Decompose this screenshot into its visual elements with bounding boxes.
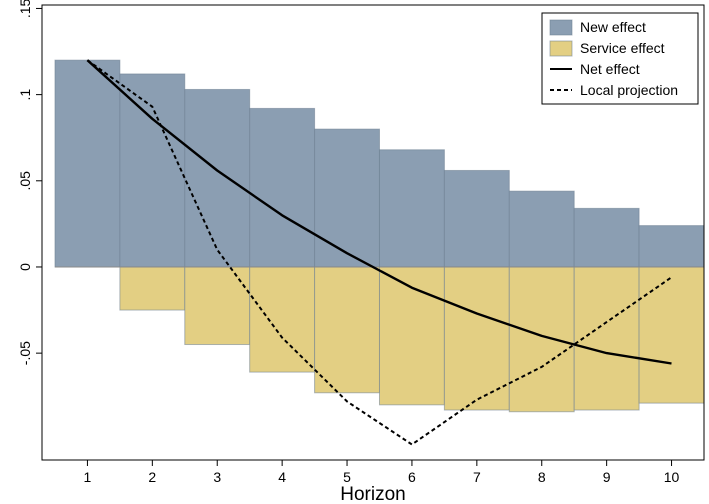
x-tick-label-4: 4 <box>278 469 286 485</box>
y-tick-label-1: .1 <box>17 89 33 101</box>
plot-frame <box>41 4 705 461</box>
x-tick-label-9: 9 <box>603 469 611 485</box>
x-tick-label-1: 1 <box>84 469 92 485</box>
legend-swatch-1 <box>549 40 573 57</box>
legend-label-2: Net effect <box>580 61 640 77</box>
y-tick-label-4: -.05 <box>17 341 33 365</box>
local-projection-line <box>86 59 673 446</box>
service-effect-bar-3 <box>184 266 251 346</box>
legend-swatch-0 <box>549 19 573 36</box>
y-tick-label-0: .15 <box>17 0 33 18</box>
service-effect-bar-6 <box>378 266 445 406</box>
y-tick-label-2: .05 <box>17 171 33 191</box>
service-effect-bar-7 <box>443 266 510 411</box>
legend-label-0: New effect <box>580 19 646 35</box>
x-axis-title: Horizon <box>340 484 405 504</box>
new-effect-bars <box>54 59 705 268</box>
new-effect-bar-2 <box>119 73 186 268</box>
legend: New effect Service effect Net effect Local … <box>541 12 699 105</box>
x-tick-label-5: 5 <box>343 469 351 485</box>
y-axis: .15 .1 .05 0 -.05 <box>17 0 42 365</box>
new-effect-bar-7 <box>443 169 510 268</box>
new-effect-bar-8 <box>508 190 575 268</box>
new-effect-bar-4 <box>249 107 316 268</box>
service-effect-bars <box>119 266 705 413</box>
service-effect-bar-9 <box>573 266 640 411</box>
legend-label-3: Local projection <box>580 82 678 98</box>
new-effect-bar-10 <box>638 225 705 268</box>
service-effect-bar-5 <box>314 266 380 394</box>
service-effect-bar-8 <box>508 266 575 413</box>
x-tick-label-7: 7 <box>473 469 481 485</box>
new-effect-bar-3 <box>184 88 251 268</box>
x-tick-label-8: 8 <box>538 469 546 485</box>
service-effect-bar-4 <box>249 266 316 373</box>
legend-label-1: Service effect <box>580 40 665 56</box>
x-tick-label-3: 3 <box>213 469 221 485</box>
x-tick-label-6: 6 <box>408 469 416 485</box>
new-effect-bar-9 <box>573 207 640 268</box>
new-effect-bar-6 <box>378 149 445 268</box>
new-effect-bar-1 <box>54 59 121 268</box>
x-tick-label-10: 10 <box>664 469 680 485</box>
net-effect-line <box>86 59 672 365</box>
new-effect-bar-5 <box>314 128 380 268</box>
series-lines <box>86 59 673 446</box>
service-effect-bar-2 <box>119 266 186 311</box>
x-tick-label-2: 2 <box>148 469 156 485</box>
y-tick-label-3: 0 <box>17 263 33 271</box>
x-axis: 1 2 3 4 5 6 7 8 9 10 <box>84 460 680 485</box>
service-effect-bar-10 <box>638 266 705 404</box>
